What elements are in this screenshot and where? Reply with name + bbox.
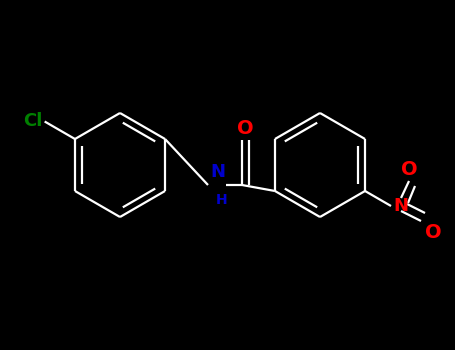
- Text: N: N: [393, 197, 408, 215]
- Text: N: N: [210, 163, 225, 181]
- Text: Cl: Cl: [23, 112, 43, 131]
- Text: H: H: [216, 193, 228, 207]
- Text: O: O: [425, 223, 442, 242]
- Text: O: O: [237, 119, 253, 138]
- Text: O: O: [401, 160, 417, 179]
